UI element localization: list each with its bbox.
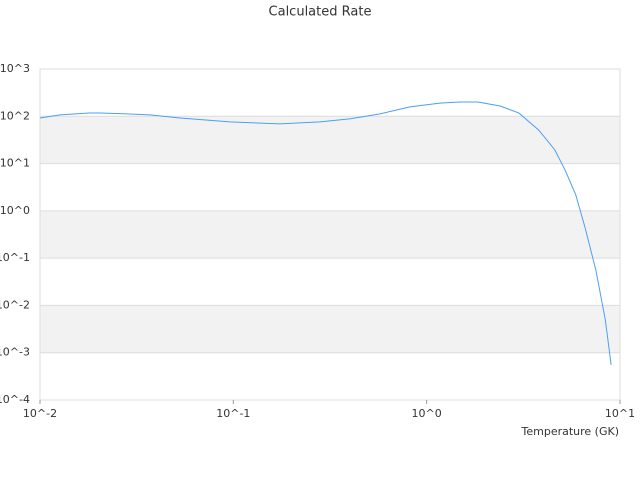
grid-band — [40, 305, 620, 353]
y-tick-label: 10^-2 — [0, 298, 30, 311]
y-tick-label: 10^-1 — [0, 251, 30, 264]
y-tick-label: 10^-4 — [0, 393, 30, 406]
grid-band — [40, 116, 620, 164]
x-tick-label: 10^1 — [605, 407, 635, 420]
y-tick-label: 10^3 — [0, 62, 30, 75]
y-tick-label: 10^2 — [0, 109, 30, 122]
x-axis-label: Temperature (GK) — [521, 425, 620, 438]
x-tick-label: 10^-2 — [23, 407, 57, 420]
grid-band — [40, 210, 620, 259]
x-tick-label: 10^-1 — [216, 407, 250, 420]
y-tick-label: 10^0 — [0, 204, 30, 217]
x-tick-label: 10^0 — [412, 407, 442, 420]
data-line — [39, 101, 612, 366]
y-tick-label: 10^1 — [0, 157, 30, 170]
y-tick-label: 10^-3 — [0, 346, 30, 359]
chart-title: Calculated Rate — [269, 5, 372, 20]
